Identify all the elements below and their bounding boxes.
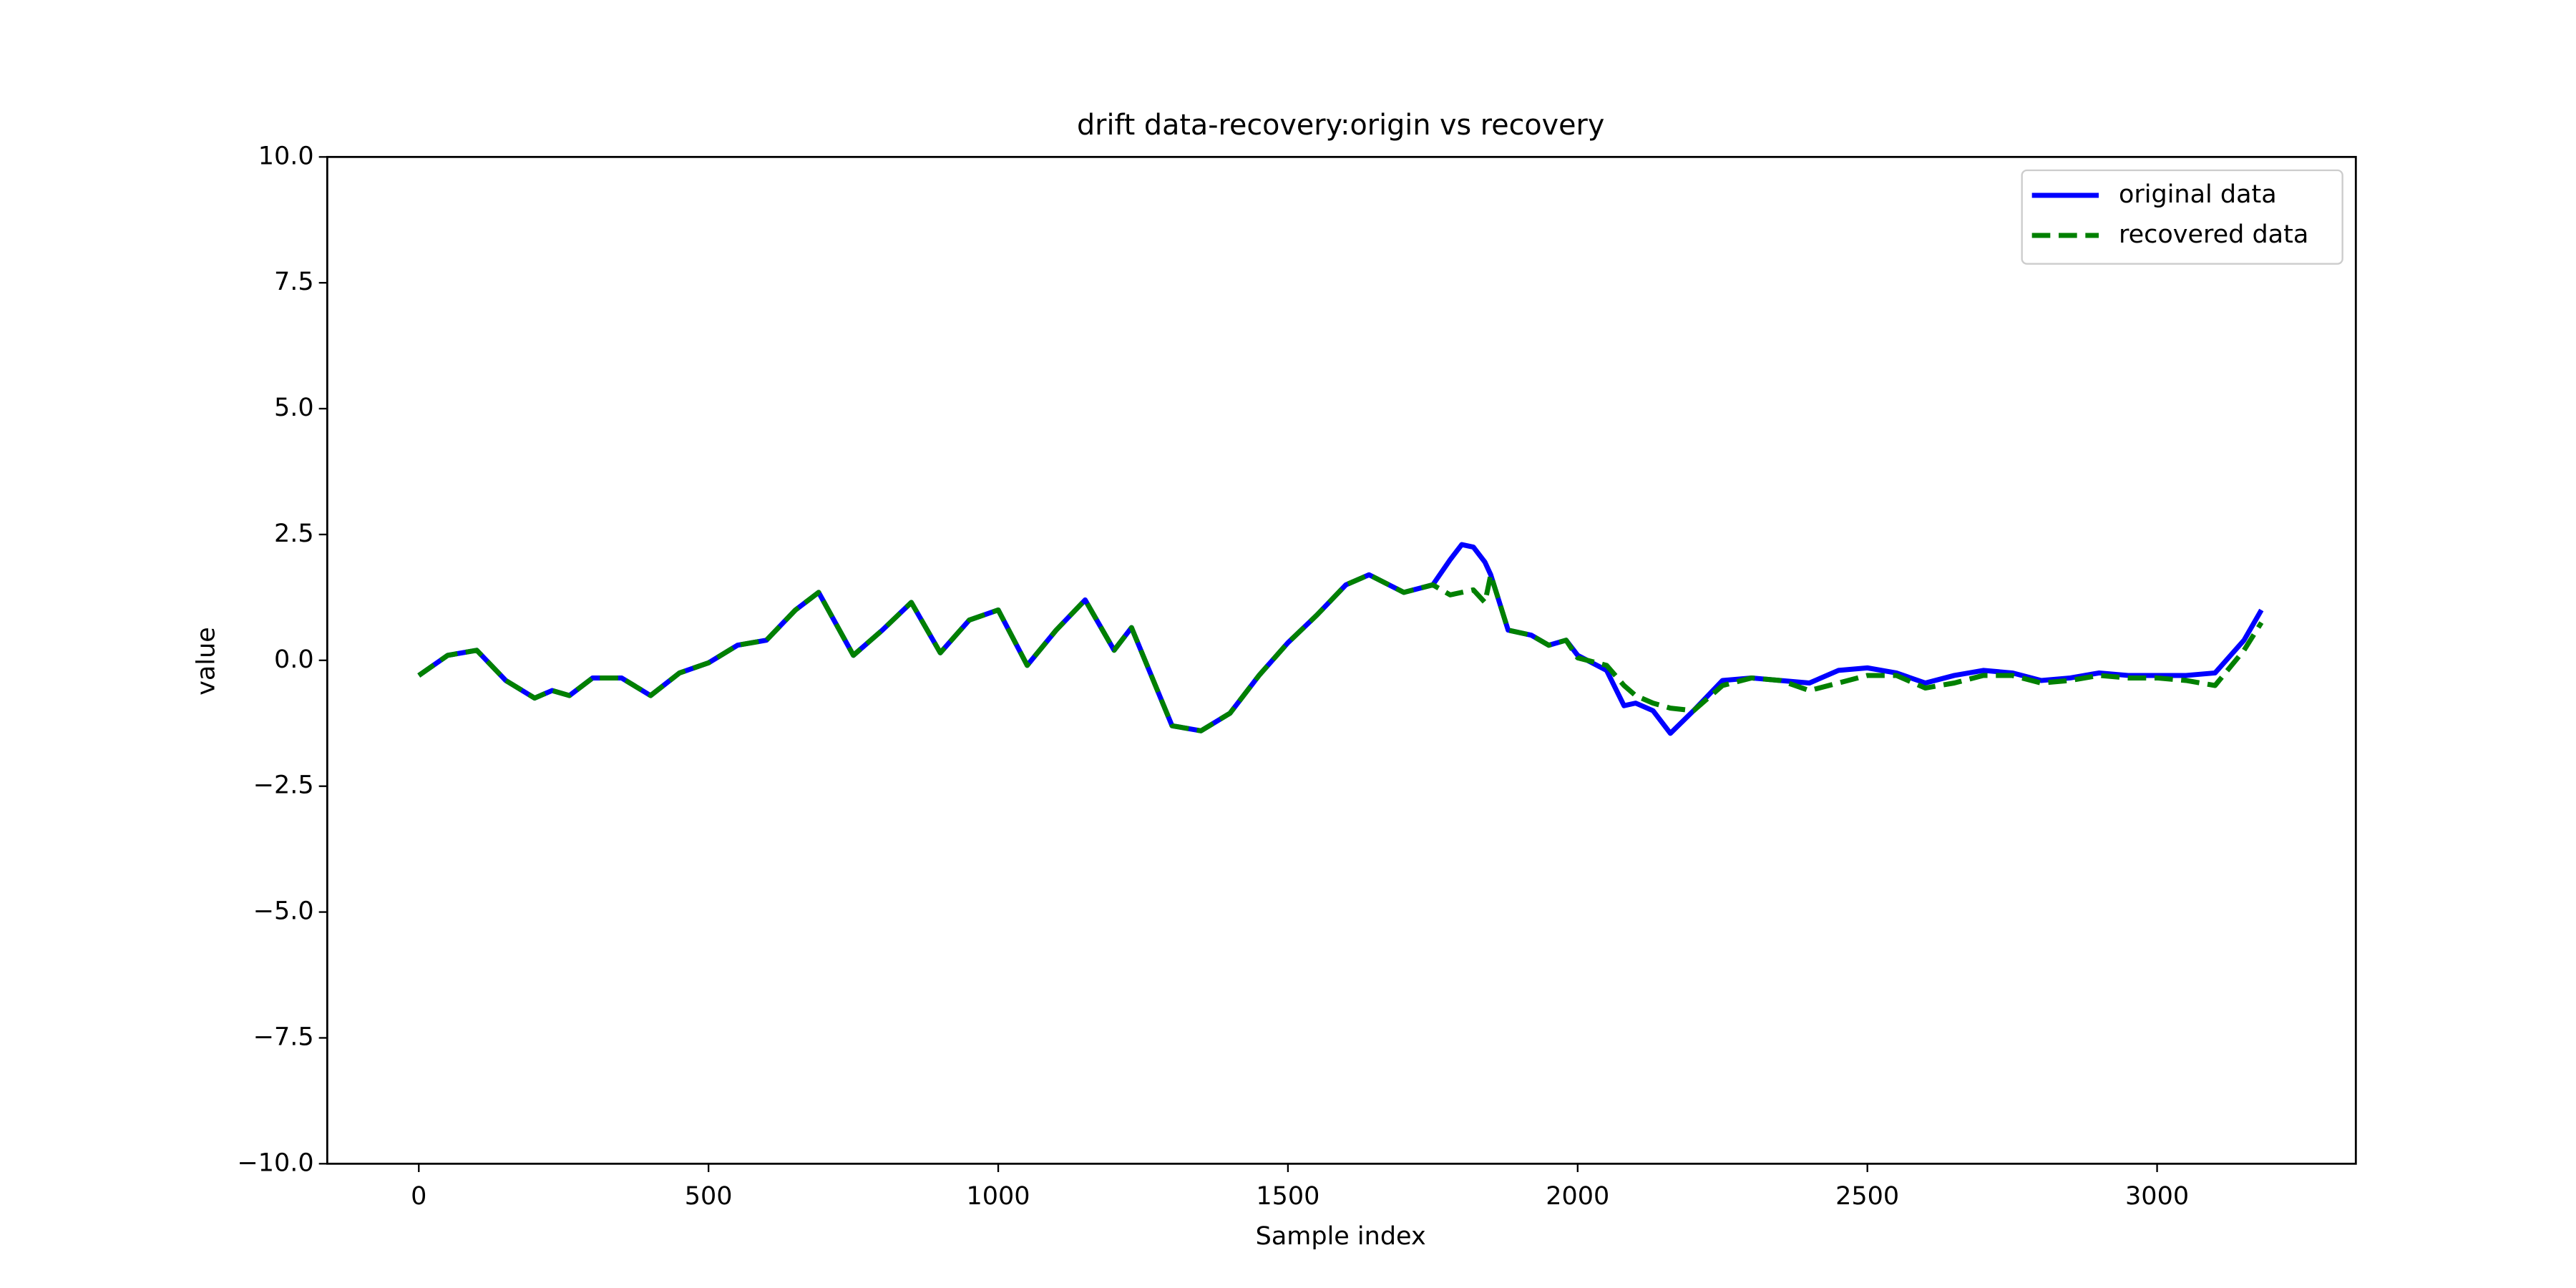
data-line: [417, 572, 2264, 733]
y-tick-label: −2.5: [253, 771, 314, 800]
x-axis-label: Sample index: [1256, 1222, 1426, 1251]
y-tick-label: −7.5: [253, 1023, 314, 1051]
legend: original data recovered data: [2021, 169, 2343, 265]
legend-label: original data: [2119, 180, 2277, 209]
x-tick-label: 500: [685, 1182, 733, 1211]
y-tick-label: 10.0: [258, 142, 314, 170]
y-tick-label: −5.0: [253, 897, 314, 926]
x-tick-label: 1000: [967, 1182, 1030, 1211]
x-tick-label: 1500: [1256, 1182, 1319, 1211]
legend-box: [2021, 169, 2343, 265]
y-axis-label: value: [192, 627, 220, 696]
y-tick-label: 0.0: [274, 645, 314, 674]
legend-label: recovered data: [2119, 220, 2308, 249]
y-tick-label: 2.5: [274, 519, 314, 548]
x-tick-label: 0: [411, 1182, 426, 1211]
y-tick-label: 7.5: [274, 268, 314, 296]
x-tick-label: 2500: [1835, 1182, 1899, 1211]
chart-title: drift data-recovery:origin vs recovery: [1077, 109, 1604, 142]
x-tick-label: 3000: [2125, 1182, 2189, 1211]
y-tick-label: −10.0: [237, 1148, 313, 1177]
y-tick-label: 5.0: [274, 394, 314, 422]
x-tick-label: 2000: [1546, 1182, 1609, 1211]
plot-frame: [326, 155, 2357, 1165]
